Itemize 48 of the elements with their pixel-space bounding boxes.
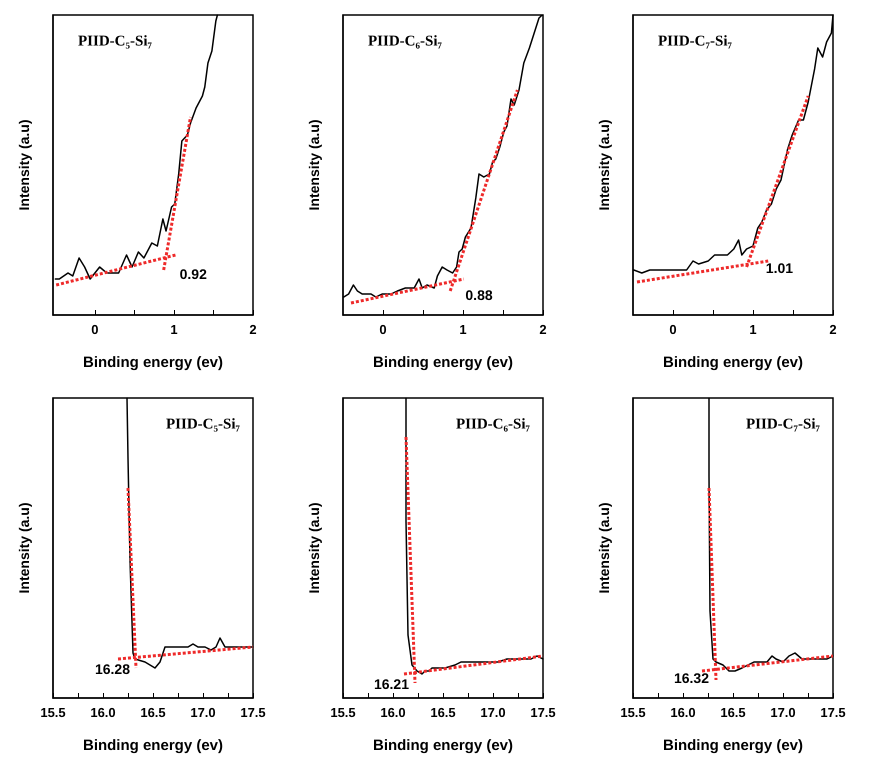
y-axis-title: Intensity (a.u)	[16, 119, 32, 211]
y-axis-title: Intensity (a.u)	[306, 502, 322, 594]
x-tick-label: 1	[170, 322, 178, 337]
x-tick-label: 17.5	[530, 705, 556, 720]
text: PIID-C₇-Si₇	[746, 416, 821, 432]
text: PIID-C₅-Si₇	[78, 34, 152, 50]
text: PIID-C₆-Si₇	[456, 416, 531, 432]
y-axis-title: Intensity (a.u)	[596, 502, 612, 594]
annotation: 0.88	[465, 287, 493, 303]
x-tick-label: 16.0	[380, 705, 406, 720]
x-tick-label: 17.0	[190, 705, 216, 720]
x-tick-label: 0	[669, 322, 677, 337]
y-axis-title: Intensity (a.u)	[16, 502, 32, 594]
x-tick-label: 15.5	[620, 705, 646, 720]
annotation: 16.21	[374, 676, 410, 692]
x-axis-title: Binding energy (ev)	[662, 354, 804, 371]
x-axis-title: Binding energy (ev)	[372, 737, 514, 754]
x-tick-label: 16.5	[140, 705, 166, 720]
x-axis-title: Binding energy (ev)	[372, 354, 514, 371]
x-tick-label: 1	[459, 322, 467, 337]
x-tick-label: 17.0	[480, 705, 506, 720]
x-tick-label: 16.0	[90, 705, 116, 720]
x-tick-label: 16.0	[670, 705, 696, 720]
x-tick-label: 15.5	[40, 705, 66, 720]
annotation: 0.92	[180, 266, 208, 282]
x-tick-label: 16.5	[720, 705, 746, 720]
text: PIID-C₆-Si₇	[368, 34, 442, 50]
annotation: 16.28	[94, 661, 130, 677]
x-tick-label: 0	[379, 322, 387, 337]
annotation: 1.01	[766, 260, 794, 276]
annotation: 16.32	[674, 670, 710, 686]
x-axis-title: Binding energy (ev)	[82, 354, 224, 371]
x-tick-label: 17.0	[770, 705, 796, 720]
x-tick-label: 1	[749, 322, 757, 337]
x-tick-label: 16.5	[430, 705, 456, 720]
y-axis-title: Intensity (a.u)	[596, 119, 612, 211]
x-tick-label: 2	[539, 322, 547, 337]
x-tick-label: 17.5	[240, 705, 266, 720]
x-tick-label: 2	[829, 322, 837, 337]
x-tick-label: 15.5	[330, 705, 356, 720]
x-tick-label: 17.5	[820, 705, 846, 720]
text: PIID-C₇-Si₇	[658, 34, 732, 50]
text: PIID-C₅-Si₇	[166, 416, 241, 432]
x-tick-label: 2	[249, 322, 257, 337]
x-axis-title: Binding energy (ev)	[662, 737, 804, 754]
x-axis-title: Binding energy (ev)	[82, 737, 224, 754]
y-axis-title: Intensity (a.u)	[306, 119, 322, 211]
x-tick-label: 0	[91, 322, 99, 337]
